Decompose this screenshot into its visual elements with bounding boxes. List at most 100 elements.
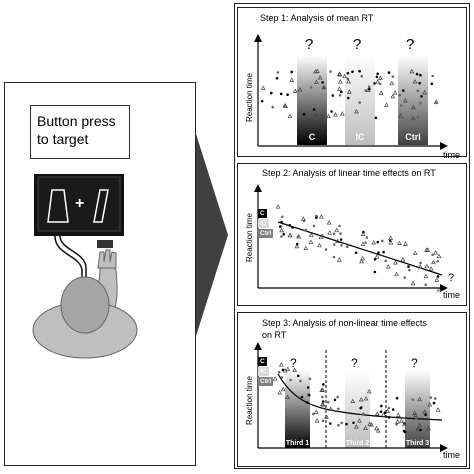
step3-question-1: ?: [290, 356, 297, 370]
trial-triangle: [378, 90, 384, 95]
trial-triangle: [333, 112, 338, 117]
trial-triangle: [275, 204, 281, 209]
trial-dot: [380, 404, 383, 408]
trial-dot: [281, 368, 285, 372]
trial-triangle: [435, 407, 441, 412]
step1-title: Step 1: Analysis of mean RT: [260, 13, 374, 23]
trial-triangle: [318, 234, 324, 240]
trial-dot: [415, 72, 419, 76]
trial-dot: [362, 230, 365, 234]
trial-dot: [395, 423, 398, 426]
trial-dot: [332, 232, 336, 236]
trial-triangle: [292, 88, 298, 93]
trial-dot: [431, 74, 435, 78]
trial-dot: [383, 411, 387, 415]
trial-dot: [280, 376, 284, 379]
trial-dot: [381, 239, 384, 243]
trial-triangle: [328, 406, 334, 411]
trial-triangle: [358, 396, 364, 402]
step2-box: [237, 163, 467, 306]
trial-dot: [329, 70, 332, 73]
trial-dot: [308, 377, 312, 381]
trial-triangle: [415, 426, 420, 432]
trial-triangle: [410, 280, 416, 286]
trial-dot: [376, 72, 380, 76]
trial-triangle: [426, 425, 431, 431]
trial-triangle: [403, 241, 408, 246]
trial-dot: [280, 215, 284, 219]
trial-dot: [432, 401, 436, 405]
trial-dot: [429, 396, 433, 399]
trial-dot: [391, 75, 395, 78]
trial-dot: [282, 232, 286, 236]
step2-legend-c: C: [258, 209, 267, 218]
trial-dot: [339, 232, 342, 235]
trial-triangle: [337, 86, 342, 91]
trial-triangle: [386, 264, 391, 269]
trial-dot: [338, 94, 342, 97]
trial-triangle: [336, 257, 342, 262]
trial-dot: [297, 374, 300, 378]
trial-triangle: [289, 77, 295, 82]
trial-dot: [314, 214, 318, 218]
trial-dot: [415, 416, 418, 420]
trial-triangle: [317, 242, 322, 248]
trial-triangle: [417, 396, 422, 402]
trial-triangle: [278, 362, 284, 367]
trial-triangle: [371, 239, 377, 245]
trial-dot: [436, 260, 439, 263]
trial-triangle: [412, 410, 417, 415]
trial-triangle: [327, 230, 333, 235]
trial-triangle: [417, 422, 422, 428]
step2-title: Step 2: Analysis of linear time effects …: [262, 168, 436, 178]
trial-dot: [312, 108, 316, 111]
trial-dot: [416, 116, 420, 119]
trial-triangle: [326, 113, 331, 118]
step2-legend-ctrl: Ctrl: [258, 229, 274, 238]
trial-triangle: [317, 75, 323, 80]
trial-dot: [374, 116, 378, 120]
step3-legend-c: C: [258, 357, 267, 366]
trial-dot: [419, 428, 422, 432]
trial-triangle: [431, 259, 436, 265]
trial-dot: [384, 259, 388, 263]
trial-dot: [324, 248, 328, 251]
trial-triangle: [366, 388, 372, 394]
trial-dot: [345, 422, 348, 426]
step1-question-ctrl: ?: [406, 36, 415, 53]
trial-triangle: [279, 227, 284, 233]
trial-triangle: [436, 286, 442, 292]
fixation-cross: +: [75, 195, 85, 212]
trial-dot: [408, 268, 411, 272]
trial-dot: [280, 220, 283, 224]
trial-triangle: [354, 108, 359, 114]
trial-dot: [280, 235, 283, 238]
trial-dot: [260, 99, 264, 103]
trial-dot: [398, 93, 402, 97]
trial-dot: [340, 421, 344, 425]
trial-triangle: [410, 115, 416, 121]
trial-dot: [329, 422, 332, 425]
trial-triangle: [339, 111, 345, 116]
task-instruction-box: Button press to target: [30, 105, 130, 159]
trial-dot: [395, 396, 399, 400]
step3-title-line1: Step 3: Analysis of non-linear time effe…: [262, 318, 427, 328]
trial-triangle: [319, 387, 325, 393]
trial-triangle: [360, 241, 366, 246]
step1-bar-c-label: C: [308, 132, 316, 142]
trial-triangle: [398, 113, 403, 118]
trial-dot: [379, 410, 383, 414]
trial-triangle: [369, 422, 374, 427]
step1-bar-ctrl-label: Ctrl: [405, 132, 421, 142]
trial-triangle: [422, 409, 428, 414]
trial-dot: [387, 406, 391, 410]
trial-triangle: [374, 411, 380, 416]
trial-dot: [399, 104, 403, 107]
trial-triangle: [412, 250, 418, 255]
step1-question-ic: ?: [353, 36, 362, 53]
trial-triangle: [301, 216, 306, 221]
trial-dot: [387, 416, 391, 419]
trial-dot: [321, 81, 324, 84]
trial-triangle: [318, 214, 324, 219]
